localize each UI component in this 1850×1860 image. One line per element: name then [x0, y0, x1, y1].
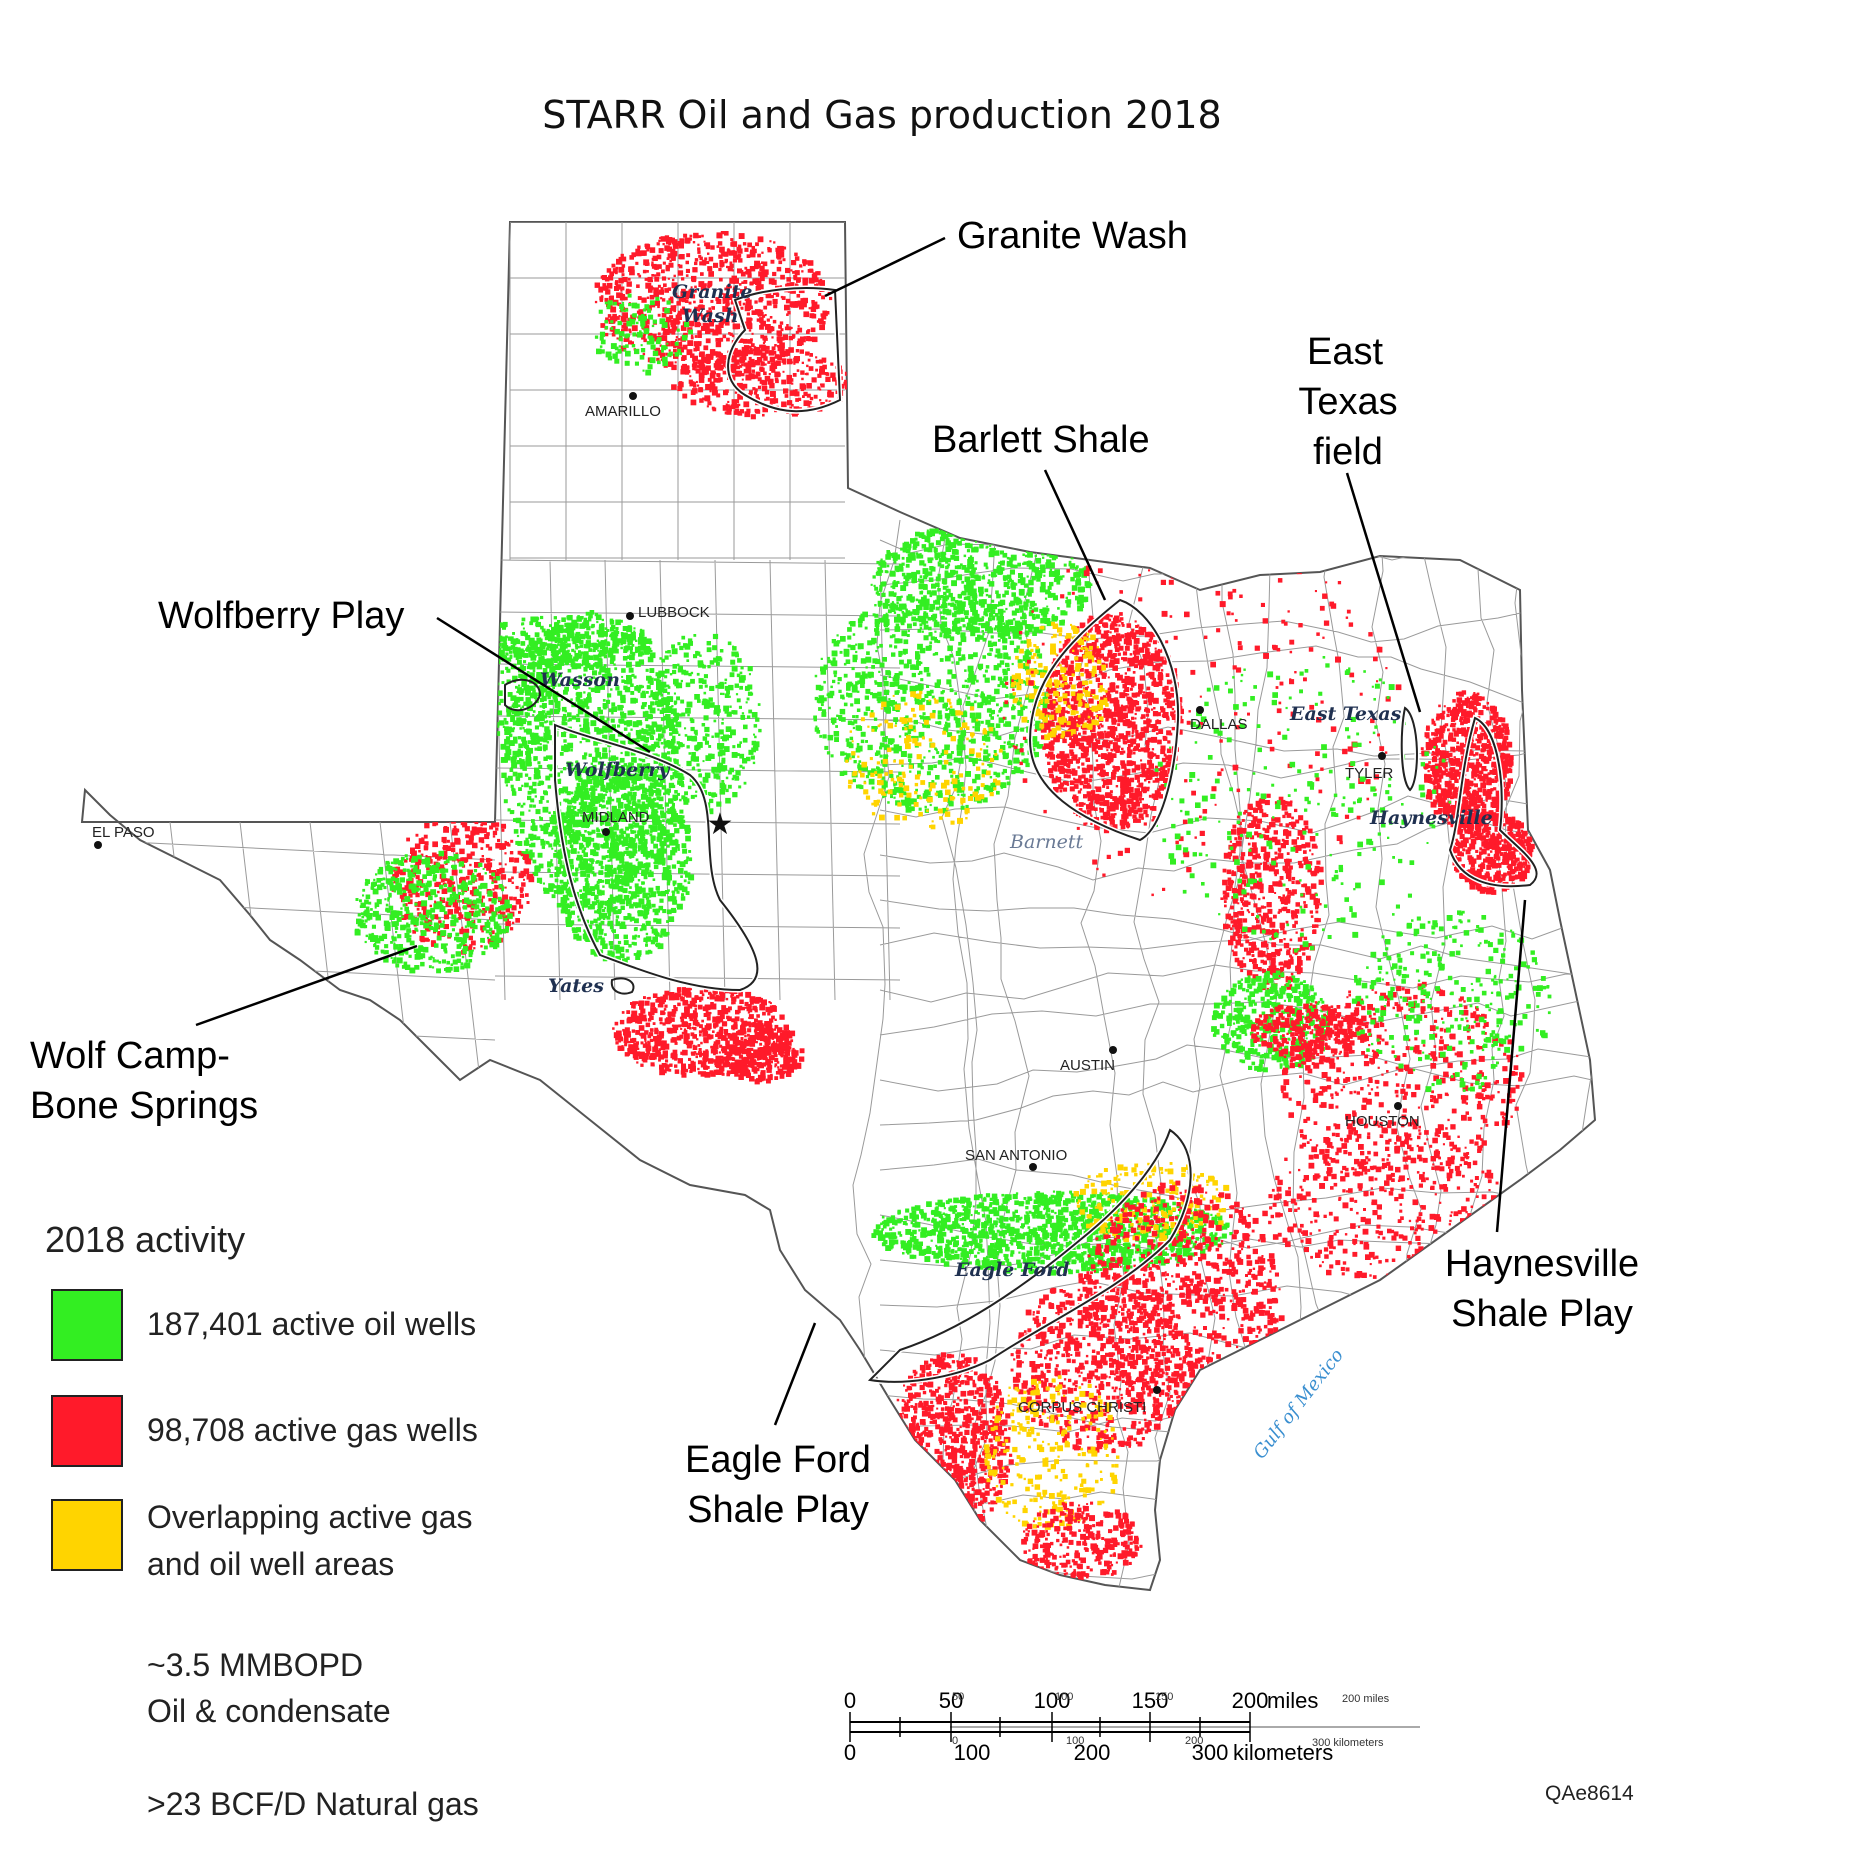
- field-label-barnett: Barnett: [1009, 831, 1083, 853]
- legend-swatch-gas: [51, 1395, 123, 1467]
- callout-leaders: [195, 236, 1527, 1426]
- legend-label-gas: 98,708 active gas wells: [147, 1412, 478, 1448]
- field-label-haynesville: Haynesville: [1369, 807, 1493, 829]
- stat-gas: >23 BCF/D Natural gas: [147, 1786, 479, 1822]
- ghost-miles-150: 150: [1155, 1691, 1173, 1703]
- callout-east-texas-2: Texas: [1298, 381, 1397, 423]
- callout-eagle-ford-2: Shale Play: [687, 1489, 869, 1531]
- city-tyler: TYLER: [1345, 765, 1394, 782]
- stat-oil-2: Oil & condensate: [147, 1693, 391, 1729]
- play-outlines-inner: [504, 287, 1538, 1383]
- legend-label-overlap-1: Overlapping active gas: [147, 1499, 473, 1535]
- gulf-of-mexico-label: Gulf of Mexico: [1249, 1345, 1348, 1463]
- scale-km-300: 300: [1192, 1740, 1229, 1765]
- callout-wolfcamp-2: Bone Springs: [30, 1085, 258, 1127]
- callout-granite-wash: Granite Wash: [957, 215, 1188, 257]
- scale-km-200: 200: [1074, 1740, 1111, 1765]
- callout-wolfberry-play: Wolfberry Play: [158, 595, 404, 637]
- ghost-km-200: 200: [1185, 1735, 1203, 1747]
- scale-bar: 0 50 100 150 200 miles 0 100 200 300 kil…: [844, 1688, 1420, 1765]
- city-dallas: DALLAS: [1190, 716, 1248, 733]
- scale-miles-50: 50: [939, 1688, 963, 1713]
- ghost-km-100: 100: [1066, 1735, 1084, 1747]
- city-lubbock: LUBBOCK: [638, 604, 710, 621]
- city-houston: HOUSTON: [1345, 1113, 1420, 1130]
- callout-haynesville-2: Shale Play: [1451, 1293, 1633, 1335]
- city-san-antonio: SAN ANTONIO: [965, 1147, 1067, 1164]
- field-label-granite-wash-1: Granite: [672, 281, 752, 303]
- field-label-wolfberry: Wolfberry: [565, 759, 671, 781]
- field-label-eagle-ford: Eagle Ford: [954, 1259, 1069, 1281]
- callout-wolfcamp-1: Wolf Camp-: [30, 1035, 230, 1077]
- figure-id: QAe8614: [1545, 1782, 1634, 1805]
- scale-km-0: 0: [844, 1740, 856, 1765]
- legend-label-overlap-2: and oil well areas: [147, 1546, 394, 1582]
- scale-km-100: 100: [954, 1740, 991, 1765]
- ghost-miles-100: 100: [1055, 1691, 1073, 1703]
- callout-east-texas-3: field: [1313, 431, 1383, 473]
- field-label-yates: Yates: [548, 975, 604, 997]
- field-label-wasson: Wasson: [540, 669, 620, 691]
- map-title: STARR Oil and Gas production 2018: [542, 93, 1221, 137]
- legend: 2018 activity 187,401 active oil wells 9…: [45, 1219, 479, 1822]
- ghost-km-300: 300 kilometers: [1312, 1737, 1384, 1749]
- city-markers: AMARILLO LUBBOCK MIDLAND EL PASO DALLAS …: [92, 392, 1420, 1416]
- field-label-east-texas: East Texas: [1289, 703, 1402, 725]
- ghost-km-0: 0: [952, 1735, 958, 1747]
- scale-miles-0: 0: [844, 1688, 856, 1713]
- city-el-paso: EL PASO: [92, 824, 155, 841]
- ghost-miles-200: 200 miles: [1342, 1693, 1390, 1705]
- scale-miles-150: 150: [1132, 1688, 1169, 1713]
- legend-label-oil: 187,401 active oil wells: [147, 1306, 476, 1342]
- legend-heading: 2018 activity: [45, 1219, 245, 1260]
- city-corpus-christi: CORPUS CHRISTI: [1018, 1399, 1146, 1416]
- legend-swatch-oil: [51, 1289, 123, 1361]
- callout-haynesville-1: Haynesville: [1445, 1243, 1639, 1285]
- city-austin: AUSTIN: [1060, 1057, 1115, 1074]
- texas-outline: [80, 221, 1597, 1592]
- field-label-granite-wash-2: Wash: [682, 305, 739, 327]
- scale-km-unit: kilometers: [1233, 1740, 1333, 1765]
- scale-miles-200: 200: [1232, 1688, 1269, 1713]
- callout-barlett-shale: Barlett Shale: [932, 419, 1150, 461]
- ghost-miles-50: 50: [952, 1691, 964, 1703]
- city-midland: MIDLAND: [582, 809, 650, 826]
- stat-oil-1: ~3.5 MMBOPD: [147, 1647, 363, 1683]
- legend-swatch-overlap: [51, 1499, 123, 1571]
- city-amarillo: AMARILLO: [585, 403, 661, 420]
- scale-miles-100: 100: [1034, 1688, 1071, 1713]
- callout-east-texas-1: East: [1307, 331, 1383, 373]
- scale-miles-unit: miles: [1267, 1688, 1318, 1713]
- field-labels: Granite Wash Wasson Wolfberry Yates East…: [540, 281, 1493, 1281]
- callout-eagle-ford-1: Eagle Ford: [685, 1439, 871, 1481]
- callout-labels: Granite Wash Barlett Shale East Texas fi…: [30, 215, 1639, 1531]
- capital-star-icon: ★: [707, 807, 734, 842]
